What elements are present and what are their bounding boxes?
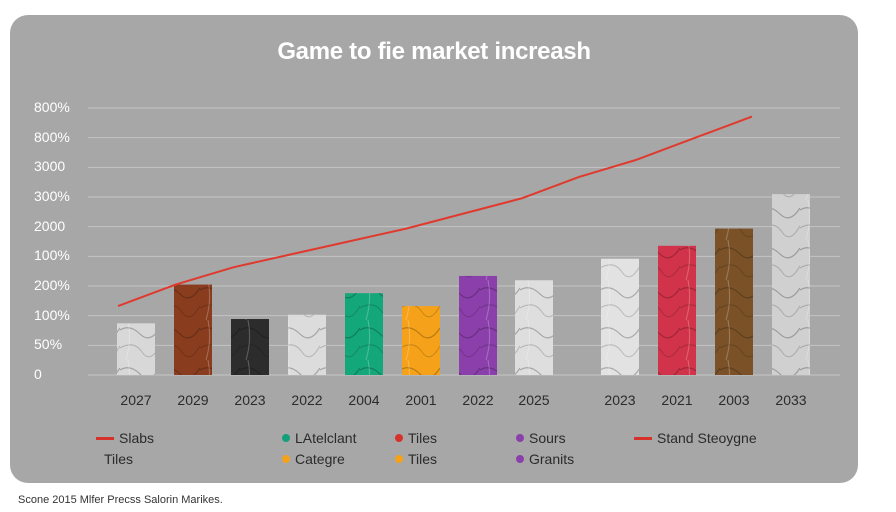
bar-texture (345, 293, 383, 375)
trend-line (117, 115, 753, 308)
x-tick-label: 2027 (120, 392, 152, 408)
y-tick-label: 100% (34, 247, 70, 264)
x-tick-label: 2001 (405, 392, 437, 408)
bar-texture (117, 323, 155, 375)
legend-item: Stand Steoygne (634, 430, 757, 446)
legend-label: Granits (529, 451, 575, 467)
legend-swatch (282, 455, 290, 463)
y-tick-label: 2000 (34, 217, 66, 234)
y-tick-label: 800% (34, 128, 70, 145)
x-tick-label: 2021 (661, 392, 693, 408)
legend-label: LAtelclant (295, 430, 357, 446)
legend-label: Tiles (104, 451, 134, 467)
legend-swatch (96, 436, 114, 440)
y-tick-label: 0 (34, 366, 42, 382)
legend-item: Granits (516, 451, 574, 467)
y-tick-label: 200% (34, 277, 70, 293)
bar-texture (174, 284, 212, 375)
legend-label: Stand Steoygne (657, 430, 757, 446)
legend-swatch (516, 434, 524, 442)
legend-item: Tiles (395, 451, 437, 467)
legend-swatch (395, 434, 403, 442)
x-tick-label: 2003 (718, 392, 750, 408)
y-tick-label: 3000 (34, 158, 66, 175)
y-tick-label: 300% (34, 188, 70, 204)
bar-texture (715, 228, 753, 375)
bar-texture (515, 280, 553, 375)
legend-swatch (516, 455, 524, 463)
y-tick-label: 800% (34, 99, 70, 115)
legend-label: Tiles (408, 451, 438, 467)
legend-swatch (634, 436, 652, 440)
legend-item: Tiles (104, 451, 133, 467)
legend-item: Tiles (395, 430, 437, 446)
x-tick-label: 2004 (348, 392, 380, 408)
y-tick-label: 100% (34, 306, 70, 323)
bar-texture (772, 194, 810, 375)
x-tick-label: 2025 (518, 392, 550, 408)
x-tick-label: 2023 (604, 392, 636, 408)
legend-item: Slabs (96, 430, 154, 446)
legend-label: Sours (529, 430, 566, 446)
legend-label: Tiles (408, 430, 438, 446)
x-tick-label: 2033 (775, 392, 807, 408)
bar-texture (231, 319, 269, 375)
source-note: Scone 2015 Mlfer Precss Salorin Marikes. (18, 494, 223, 506)
legend-swatch (282, 434, 290, 442)
y-tick-label: 50% (34, 336, 63, 353)
x-tick-label: 2022 (462, 392, 494, 408)
legend-item: Sours (516, 430, 566, 446)
x-tick-label: 2029 (177, 392, 209, 408)
legend-swatch (395, 455, 403, 463)
legend-item: Categre (282, 451, 345, 467)
legend-item: LAtelclant (282, 430, 356, 446)
chart-title: Game to fie market increash (277, 38, 591, 65)
bar-texture (288, 314, 326, 375)
legend-label: Categre (295, 451, 345, 467)
bar-texture (459, 275, 497, 375)
x-tick-label: 2023 (234, 392, 266, 408)
x-tick-label: 2022 (291, 392, 323, 408)
bar-texture (601, 258, 639, 375)
bar-texture (402, 306, 440, 375)
legend-label: Slabs (119, 430, 155, 446)
bar-texture (658, 245, 696, 375)
